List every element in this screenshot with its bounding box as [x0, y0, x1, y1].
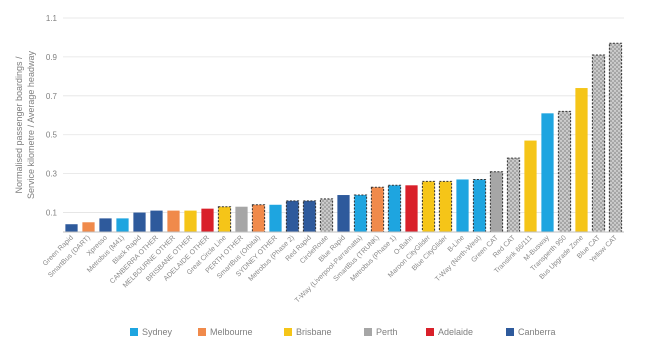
bar	[608, 42, 623, 233]
bar	[150, 210, 163, 232]
bar	[235, 206, 248, 232]
y-tick-label: 0.5	[46, 131, 58, 140]
bar	[489, 171, 504, 233]
bar	[506, 157, 521, 233]
legend-label: Canberra	[518, 327, 556, 337]
bar	[456, 179, 469, 232]
bar	[184, 210, 197, 232]
bar	[99, 218, 112, 232]
bar	[541, 113, 554, 232]
bar	[285, 200, 300, 233]
gridlines	[63, 17, 624, 213]
bar	[524, 140, 537, 232]
bar	[387, 184, 402, 233]
bar	[65, 224, 78, 232]
y-axis-label-line-1: Normalised passenger boardings /	[14, 56, 24, 194]
y-axis-label-line-2: Service kilometre / Average headway	[26, 51, 36, 199]
legend-swatch	[364, 328, 372, 336]
bar	[319, 198, 334, 233]
legend: Sydney Melbourne Brisbane Perth Adelaide Canb…	[130, 327, 556, 337]
legend-label: Brisbane	[296, 327, 332, 337]
legend-label: Adelaide	[438, 327, 473, 337]
y-tick-label: 1.1	[46, 14, 58, 23]
bar	[201, 208, 214, 232]
bar	[302, 200, 317, 233]
bar	[421, 180, 436, 233]
legend-swatch	[426, 328, 434, 336]
bar	[591, 54, 606, 233]
y-tick-label: 0.9	[46, 53, 58, 62]
legend-swatch	[506, 328, 514, 336]
y-tick-label: 0.1	[46, 209, 58, 218]
bar	[353, 194, 368, 233]
legend-label: Sydney	[142, 327, 173, 337]
legend-swatch	[284, 328, 292, 336]
y-tick-label: 0.7	[46, 92, 58, 101]
bar	[575, 88, 588, 232]
bar	[251, 204, 266, 233]
bar	[116, 218, 129, 232]
bar	[438, 180, 453, 233]
bar	[167, 210, 180, 232]
bar	[370, 186, 385, 233]
bar	[217, 206, 232, 233]
y-tick-label: 0.3	[46, 170, 58, 179]
bar	[557, 110, 572, 233]
legend-label: Melbourne	[210, 327, 253, 337]
bar	[82, 222, 95, 232]
y-axis-ticks: 0.1 0.3 0.5 0.7 0.9 1.1	[46, 14, 58, 218]
bar	[337, 195, 350, 232]
bar	[472, 178, 487, 233]
bar	[405, 185, 418, 232]
legend-swatch	[130, 328, 138, 336]
bar	[269, 204, 282, 232]
bars	[65, 42, 623, 233]
legend-label: Perth	[376, 327, 398, 337]
bar	[133, 212, 146, 232]
legend-swatch	[198, 328, 206, 336]
